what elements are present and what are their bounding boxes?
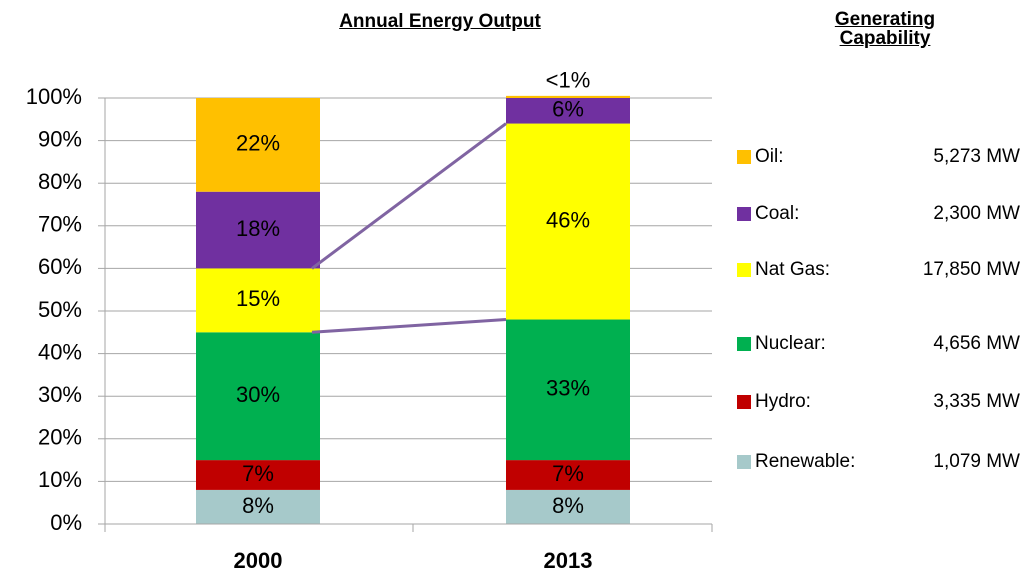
value-label: 15% (236, 286, 280, 311)
x-tick-label: 2013 (544, 548, 593, 573)
legend-swatch (737, 455, 751, 469)
y-tick-label: 50% (38, 297, 82, 322)
legend-label: Coal: (755, 203, 799, 224)
bar-segment (196, 98, 320, 192)
bar-segment (506, 98, 630, 124)
legend-swatch (737, 207, 751, 221)
legend-label: Renewable: (755, 451, 855, 472)
bar-segment (506, 319, 630, 461)
y-tick-label: 70% (38, 212, 82, 237)
legend-label: Nat Gas: (755, 259, 830, 280)
bar-segment (506, 95, 630, 98)
legend-capability: 3,335 MW (933, 391, 1020, 412)
chart-title: Annual Energy Output (339, 11, 541, 32)
value-label: 46% (546, 207, 590, 232)
legend-label: Oil: (755, 146, 784, 167)
x-tick-label: 2000 (234, 548, 283, 573)
legend-capability: 5,273 MW (933, 146, 1020, 167)
legend-swatch (737, 395, 751, 409)
y-tick-label: 20% (38, 425, 82, 450)
legend-label: Hydro: (755, 391, 811, 412)
bar-segment (506, 460, 630, 490)
legend-heading: Generating Capability (834, 9, 936, 49)
value-label: 8% (552, 493, 584, 518)
legend-label: Nuclear: (755, 333, 826, 354)
value-label: 7% (242, 461, 274, 486)
value-label: 6% (552, 97, 584, 122)
legend-capability: 17,850 MW (923, 259, 1020, 280)
value-label: 8% (242, 493, 274, 518)
y-tick-label: 10% (38, 467, 82, 492)
bar-segment (196, 268, 320, 333)
value-label: 7% (552, 461, 584, 486)
y-tick-label: 80% (38, 169, 82, 194)
legend-capability: 4,656 MW (933, 333, 1020, 354)
connector-line (311, 122, 507, 270)
bar-segment (506, 123, 630, 320)
y-tick-label: 100% (26, 84, 82, 109)
bar-segment (196, 489, 320, 524)
value-label: 22% (236, 131, 280, 156)
value-label: <1% (546, 68, 591, 93)
value-label: 33% (546, 376, 590, 401)
legend-swatch (737, 337, 751, 351)
legend-capability: 1,079 MW (933, 451, 1020, 472)
bar-segment (196, 191, 320, 269)
y-tick-label: 30% (38, 382, 82, 407)
value-label: 18% (236, 216, 280, 241)
legend-swatch (737, 150, 751, 164)
bar-segment (506, 489, 630, 524)
bar-segment (196, 332, 320, 461)
bar-segment (196, 460, 320, 490)
y-tick-label: 0% (50, 510, 82, 535)
legend-capability: 2,300 MW (933, 203, 1020, 224)
y-tick-label: 60% (38, 254, 82, 279)
y-tick-label: 90% (38, 126, 82, 151)
legend-swatch (737, 263, 751, 277)
y-tick-label: 40% (38, 339, 82, 364)
value-label: 30% (236, 382, 280, 407)
connector-line (311, 318, 507, 334)
